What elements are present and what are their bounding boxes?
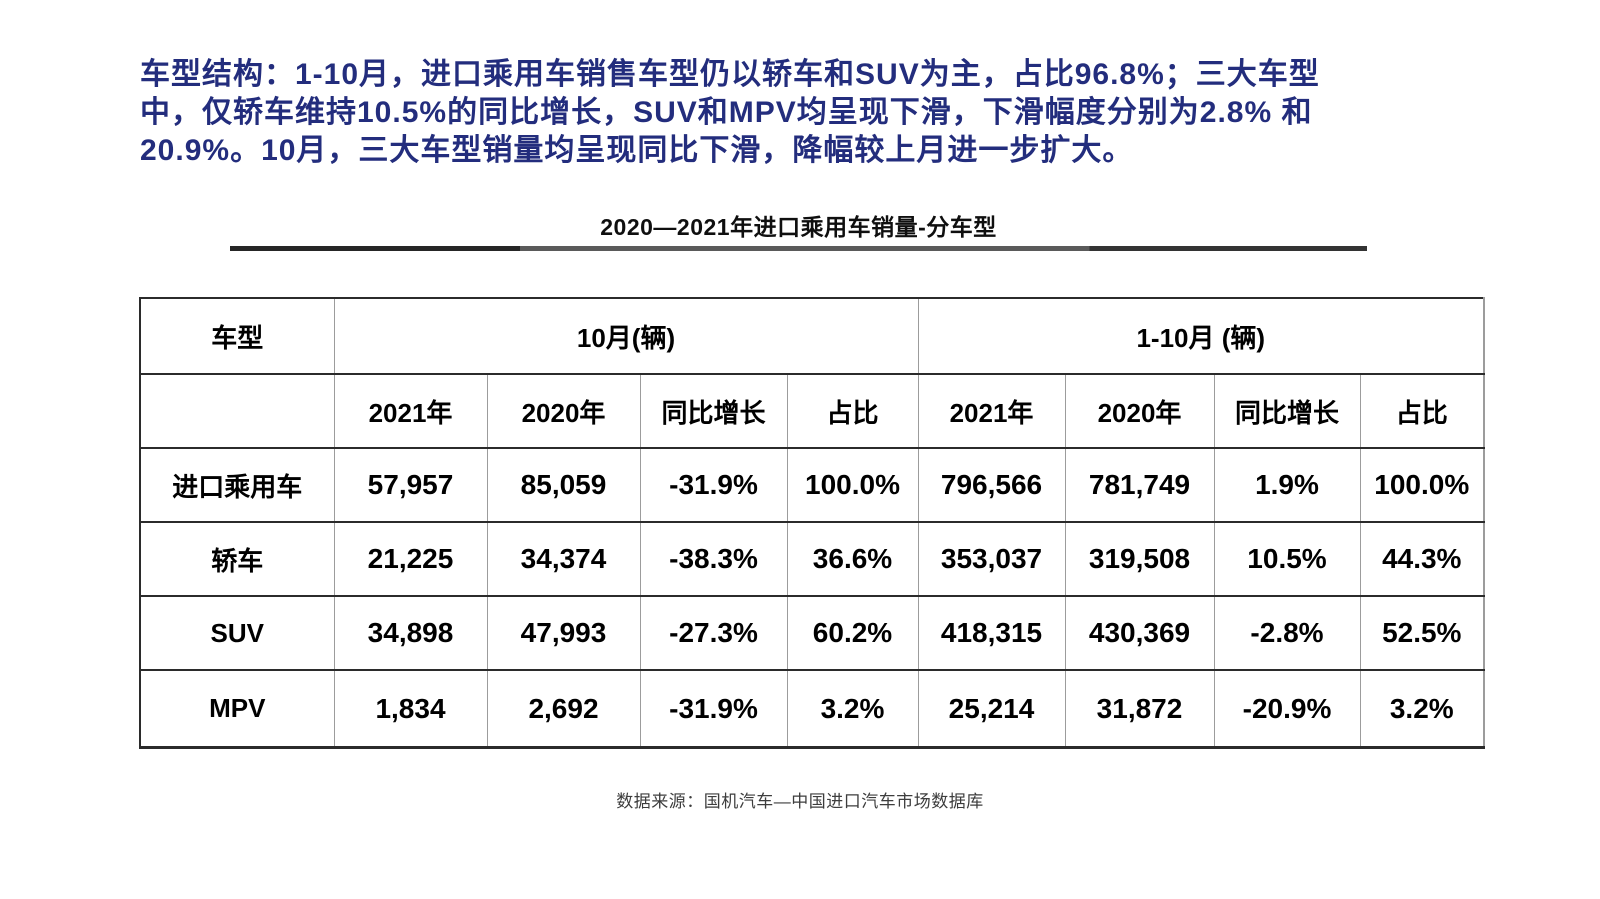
- row-name: SUV: [139, 595, 335, 671]
- cell-oct-share: 60.2%: [786, 595, 919, 671]
- headline-line-2: 中，仅轿车维持10.5%的同比增长，SUV和MPV均呈现下滑，下滑幅度分别为2.…: [140, 96, 1313, 129]
- cell-oct-2021: 57,957: [333, 447, 488, 523]
- cell-ytd-2020: 781,749: [1064, 447, 1215, 523]
- table-row-suv: SUV 34,898 47,993 -27.3% 60.2% 418,315 4…: [139, 595, 1486, 671]
- cell-ytd-share: 3.2%: [1359, 669, 1486, 749]
- headline-line-1: 车型结构：1-10月，进口乘用车销售车型仍以轿车和SUV为主，占比96.8%；三…: [140, 58, 1320, 91]
- cell-ytd-2020: 430,369: [1064, 595, 1215, 671]
- header-oct-2020: 2020年: [486, 373, 641, 449]
- cell-oct-yoy: -31.9%: [639, 669, 788, 749]
- header-ytd-yoy: 同比增长: [1213, 373, 1361, 449]
- header-ytd-share: 占比: [1359, 373, 1486, 449]
- cell-oct-share: 100.0%: [786, 447, 919, 523]
- header-ytd-2021: 2021年: [917, 373, 1066, 449]
- cell-ytd-2020: 31,872: [1064, 669, 1215, 749]
- cell-oct-yoy: -27.3%: [639, 595, 788, 671]
- cell-ytd-2021: 25,214: [917, 669, 1066, 749]
- cell-ytd-share: 52.5%: [1359, 595, 1486, 671]
- table-title: 2020—2021年进口乘用车销量-分车型: [600, 214, 997, 240]
- cell-ytd-2021: 353,037: [917, 521, 1066, 597]
- cell-oct-yoy: -38.3%: [639, 521, 788, 597]
- table-row-imported-pv: 进口乘用车 57,957 85,059 -31.9% 100.0% 796,56…: [139, 447, 1486, 523]
- header-group-october: 10月(辆): [333, 297, 919, 375]
- table-row-sedan: 轿车 21,225 34,374 -38.3% 36.6% 353,037 31…: [139, 521, 1486, 597]
- cell-ytd-2021: 418,315: [917, 595, 1066, 671]
- header-oct-yoy: 同比增长: [639, 373, 788, 449]
- row-name: MPV: [139, 669, 335, 749]
- header-oct-2021: 2021年: [333, 373, 488, 449]
- data-source-note: 数据来源：国机汽车—中国进口汽车市场数据库: [616, 792, 984, 811]
- cell-oct-share: 3.2%: [786, 669, 919, 749]
- header-row-groups: 车型 10月(辆) 1-10月 (辆): [139, 297, 1486, 375]
- headline-line-3: 20.9%。10月，三大车型销量均呈现同比下滑，降幅较上月进一步扩大。: [140, 134, 1134, 167]
- header-row-columns: 2021年 2020年 同比增长 占比 2021年 2020年 同比增长 占比: [139, 373, 1486, 449]
- cell-oct-2021: 1,834: [333, 669, 488, 749]
- cell-oct-2020: 34,374: [486, 521, 641, 597]
- cell-ytd-2021: 796,566: [917, 447, 1066, 523]
- header-ytd-2020: 2020年: [1064, 373, 1215, 449]
- header-group-jan-oct: 1-10月 (辆): [917, 297, 1486, 375]
- cell-ytd-yoy: -20.9%: [1213, 669, 1361, 749]
- title-underline-rule: [230, 246, 1367, 251]
- table-row-mpv: MPV 1,834 2,692 -31.9% 3.2% 25,214 31,87…: [139, 669, 1486, 749]
- cell-oct-2020: 85,059: [486, 447, 641, 523]
- cell-ytd-yoy: 10.5%: [1213, 521, 1361, 597]
- sales-by-vehicle-type-table: 车型 10月(辆) 1-10月 (辆) 2021年 2020年 同比增长 占比 …: [139, 297, 1486, 749]
- cell-oct-share: 36.6%: [786, 521, 919, 597]
- cell-oct-2020: 2,692: [486, 669, 641, 749]
- cell-oct-2021: 21,225: [333, 521, 488, 597]
- cell-ytd-yoy: -2.8%: [1213, 595, 1361, 671]
- header-vehicle-type: 车型: [139, 297, 335, 375]
- headline-paragraph: 车型结构：1-10月，进口乘用车销售车型仍以轿车和SUV为主，占比96.8%；三…: [140, 56, 1560, 170]
- cell-ytd-yoy: 1.9%: [1213, 447, 1361, 523]
- cell-oct-2020: 47,993: [486, 595, 641, 671]
- cell-ytd-share: 100.0%: [1359, 447, 1486, 523]
- cell-oct-yoy: -31.9%: [639, 447, 788, 523]
- header-oct-share: 占比: [786, 373, 919, 449]
- cell-ytd-share: 44.3%: [1359, 521, 1486, 597]
- header-empty-cell: [139, 373, 335, 449]
- row-name: 轿车: [139, 521, 335, 597]
- row-name: 进口乘用车: [139, 447, 335, 523]
- cell-oct-2021: 34,898: [333, 595, 488, 671]
- cell-ytd-2020: 319,508: [1064, 521, 1215, 597]
